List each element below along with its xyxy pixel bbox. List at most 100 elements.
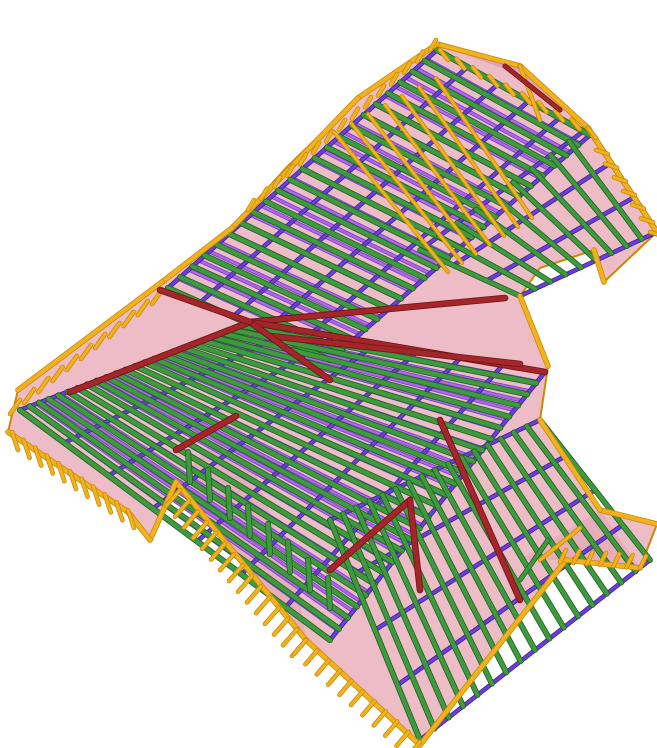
rafter-tail-lower [226, 562, 246, 584]
rafter-tail-lower-2 [291, 637, 309, 657]
dormer-post [244, 502, 254, 540]
rafter-tail-right [593, 147, 611, 157]
rafter-upper [360, 111, 523, 200]
rafter-tail-right [602, 161, 620, 170]
rafter-main [64, 388, 378, 588]
rafter-right-gable [491, 192, 584, 271]
rafter-tail-bottom-left [67, 468, 79, 492]
dormer-post [324, 574, 334, 612]
rafter-tail-lower-2 [371, 709, 389, 728]
rafter-tail-lower [181, 509, 201, 530]
batten-main [165, 351, 471, 470]
hip-corner-right [537, 525, 583, 563]
batten-upper [279, 185, 442, 267]
batten-upper [197, 258, 362, 337]
rafter-tail-top-left [297, 151, 309, 167]
hip-ridge-beam [172, 412, 240, 454]
purlin-line-right [484, 195, 637, 283]
batten-upper [321, 148, 482, 233]
eave-purlin [434, 41, 523, 69]
rafter-tail-bottom-left [44, 453, 56, 476]
rafter-right-gable [510, 179, 599, 264]
rafter-tail-right-wing [584, 549, 595, 567]
rafter-tail-bottom-left [90, 484, 102, 507]
rafter-tail-top-left [401, 60, 413, 76]
rafter-tail-top [454, 56, 467, 71]
rafter-tail-top-left [414, 49, 426, 64]
rafter-tail-top-left [271, 174, 283, 190]
rafter-tail-lower [163, 487, 183, 509]
rafter-lower-wing [366, 498, 467, 710]
hip-ridge-beam [246, 294, 509, 326]
rafter-upper [385, 90, 546, 179]
rafter-upper [213, 241, 381, 323]
dormer-post [284, 538, 294, 576]
dormer-post [304, 556, 314, 594]
rafter-tail-top [503, 82, 517, 97]
eave-purlin [517, 293, 551, 369]
dormer-post [184, 448, 194, 486]
rafter-tail-lower [217, 551, 237, 573]
rafter-tail-bottom-left [114, 499, 125, 523]
rafter-main [170, 348, 477, 465]
rafter-tail-left [64, 353, 80, 373]
hip-corner-rafter [517, 537, 551, 583]
rafter-tail-top-left [427, 37, 439, 53]
hip-corner-purlin [517, 63, 543, 123]
batten-upper [217, 240, 382, 319]
rafter-tail-lower-2 [394, 729, 411, 748]
rafter-tail-top-left [245, 197, 257, 213]
inner-purlin [382, 102, 493, 248]
hip-ridge-beam [266, 332, 524, 368]
rafter-tail-right [611, 175, 629, 184]
rafter-tail-bottom-left [9, 429, 21, 453]
rafter-tail-lower [208, 541, 228, 562]
rafter-tail-lower [280, 626, 300, 648]
rafter-right-gable [435, 233, 539, 292]
rafter-lower-wing [523, 423, 639, 575]
batten-upper [352, 121, 512, 207]
rafter-tail-bottom-left [79, 476, 90, 500]
rafter-tail-lower-2 [411, 739, 423, 748]
rafter-lower-wing [418, 473, 524, 665]
rafter-tail-right [638, 216, 656, 225]
rafter-right-gable [454, 220, 554, 285]
rafter-tail-lower [199, 530, 219, 552]
batten-main [108, 373, 417, 537]
hip-ridge-beam [66, 318, 254, 396]
rafter-lower-wing [484, 442, 596, 608]
rafter-tail-right-wing [571, 548, 582, 566]
batten-upper [186, 267, 352, 345]
rafter-upper [189, 263, 357, 343]
rafter-tail-top [552, 108, 566, 123]
rafter-tail-lower-2 [382, 719, 400, 738]
eave-purlin [417, 557, 569, 748]
rafter-main [151, 355, 459, 487]
hip-ridge-beam [246, 318, 334, 384]
rafter-main [74, 384, 387, 577]
rafter-tail-top-left [310, 140, 322, 156]
rafter-tail-top-left [375, 83, 387, 99]
rafter-main [131, 362, 441, 510]
rafter-tail-bottom-left [102, 492, 114, 515]
eave-purlin [159, 225, 235, 285]
batten-upper [414, 66, 572, 155]
rafter-tail-bottom-left [21, 437, 32, 461]
inner-purlin [416, 84, 521, 230]
rafter-upper [287, 176, 452, 261]
rafter-main [141, 359, 450, 498]
rafter-right-gable [547, 152, 630, 250]
rafter-tail-top [536, 99, 549, 115]
rafter-lower-wing [497, 435, 610, 597]
rafter-tail-left [36, 375, 51, 395]
hip-corner-top [502, 63, 563, 113]
rafter-tail-lower-2 [325, 668, 343, 687]
eave-purlin [517, 63, 591, 131]
rafter-tail-top [569, 117, 582, 132]
inner-purlin [433, 75, 535, 221]
rafter-tail-right [620, 188, 638, 198]
rafter-main [36, 399, 351, 621]
eave-purlin [597, 507, 657, 527]
